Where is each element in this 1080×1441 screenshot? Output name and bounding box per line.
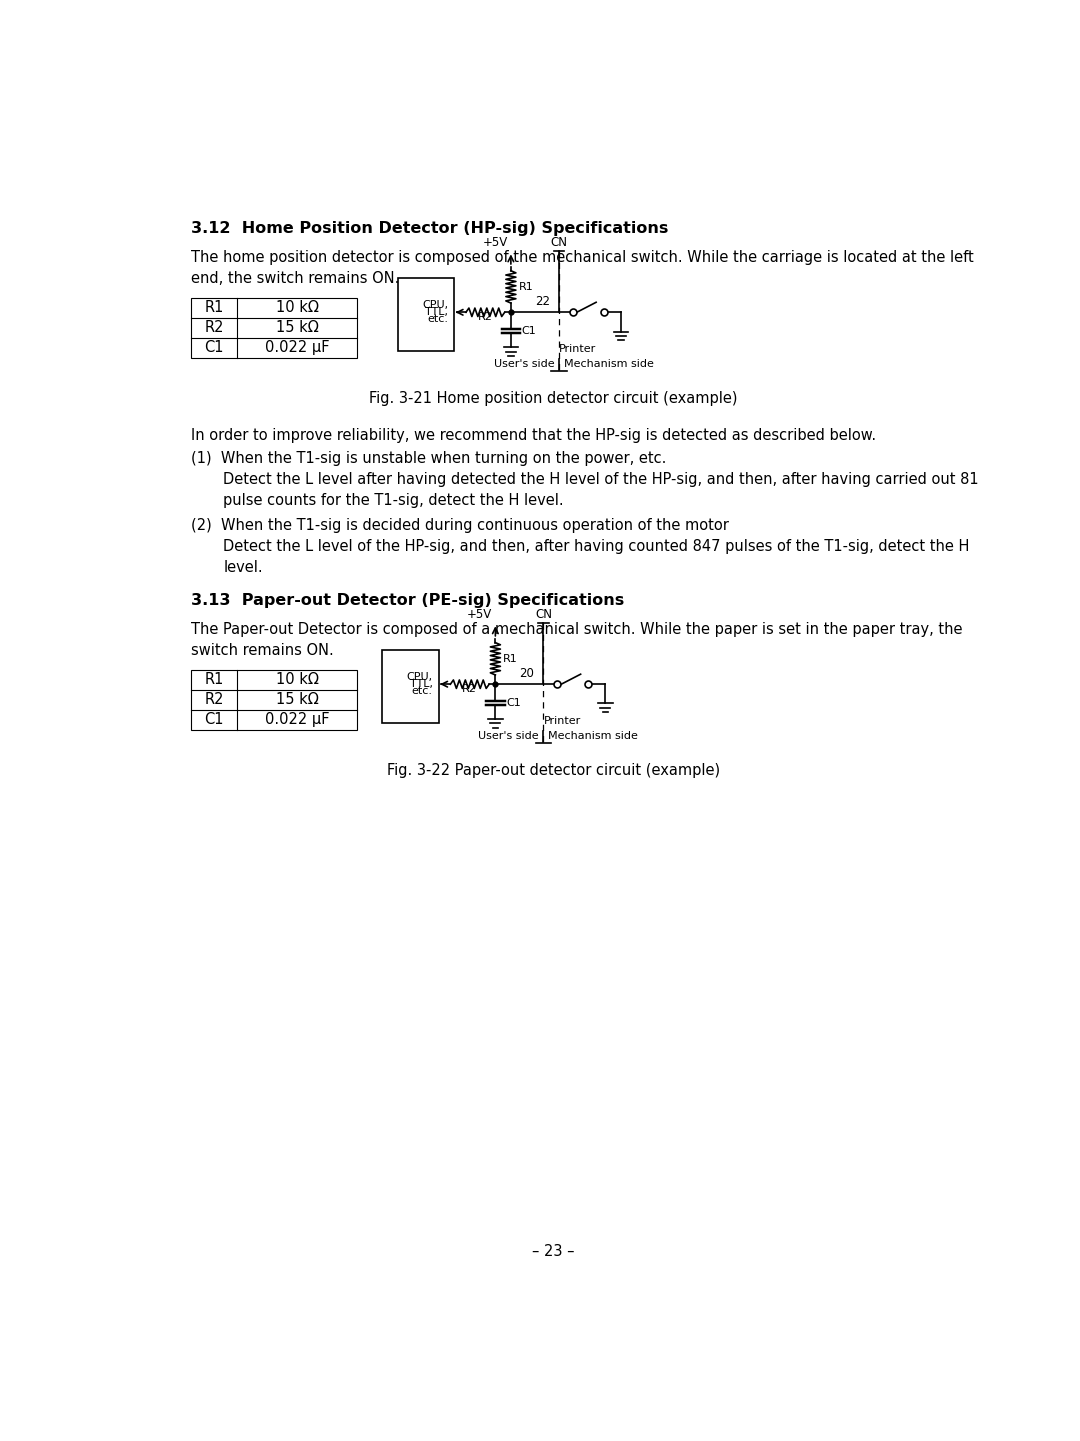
Bar [382, 650, 438, 723]
Text: The home position detector is composed of the mechanical switch. While the carri: The home position detector is composed o… [191, 249, 973, 265]
Text: 10 kΩ: 10 kΩ [275, 672, 319, 687]
Text: C1: C1 [522, 326, 537, 336]
Text: Mechanism side: Mechanism side [548, 731, 638, 741]
Text: 3.12  Home Position Detector (HP-sig) Specifications: 3.12 Home Position Detector (HP-sig) Spe… [191, 220, 669, 236]
Text: C1: C1 [507, 699, 521, 709]
Text: In order to improve reliability, we recommend that the HP-sig is detected as des: In order to improve reliability, we reco… [191, 428, 876, 442]
Text: (1)  When the T1-sig is unstable when turning on the power, etc.: (1) When the T1-sig is unstable when tur… [191, 451, 666, 465]
Text: pulse counts for the T1-sig, detect the H level.: pulse counts for the T1-sig, detect the … [224, 493, 564, 509]
Bar [397, 278, 455, 350]
Text: R1: R1 [518, 282, 534, 293]
Text: Detect the L level of the HP-sig, and then, after having counted 847 pulses of t: Detect the L level of the HP-sig, and th… [224, 539, 970, 555]
Bar [191, 670, 357, 729]
Text: etc.: etc. [427, 314, 448, 324]
Text: end, the switch remains ON.: end, the switch remains ON. [191, 271, 400, 287]
Text: TTL,: TTL, [426, 307, 448, 317]
Text: (2)  When the T1-sig is decided during continuous operation of the motor: (2) When the T1-sig is decided during co… [191, 517, 729, 533]
Text: R1: R1 [503, 654, 518, 664]
Text: – 23 –: – 23 – [532, 1245, 575, 1259]
Text: R2: R2 [204, 320, 224, 336]
Text: User's side: User's side [494, 359, 554, 369]
Text: C1: C1 [204, 712, 224, 728]
Text: 15 kΩ: 15 kΩ [276, 692, 319, 708]
Text: +5V: +5V [467, 608, 492, 621]
Text: 15 kΩ: 15 kΩ [276, 320, 319, 336]
Text: 3.13  Paper-out Detector (PE-sig) Specifications: 3.13 Paper-out Detector (PE-sig) Specifi… [191, 592, 624, 608]
Text: R1: R1 [204, 672, 224, 687]
Text: 10 kΩ: 10 kΩ [275, 300, 319, 316]
Text: R1: R1 [204, 300, 224, 316]
Text: Printer: Printer [559, 344, 596, 354]
Text: switch remains ON.: switch remains ON. [191, 643, 334, 659]
Text: TTL,: TTL, [409, 679, 433, 689]
Text: CPU,: CPU, [422, 300, 448, 310]
Text: 0.022 μF: 0.022 μF [265, 712, 329, 728]
Text: 0.022 μF: 0.022 μF [265, 340, 329, 356]
Text: The Paper-out Detector is composed of a mechanical switch. While the paper is se: The Paper-out Detector is composed of a … [191, 623, 962, 637]
Text: CN: CN [551, 236, 567, 249]
Text: Detect the L level after having detected the H level of the HP-sig, and then, af: Detect the L level after having detected… [224, 473, 978, 487]
Text: 20: 20 [519, 667, 535, 680]
Text: etc.: etc. [411, 686, 433, 696]
Text: CN: CN [535, 608, 552, 621]
Text: Printer: Printer [543, 716, 581, 726]
Text: Fig. 3-22 Paper-out detector circuit (example): Fig. 3-22 Paper-out detector circuit (ex… [387, 762, 720, 778]
Text: +5V: +5V [483, 236, 508, 249]
Text: level.: level. [224, 561, 262, 575]
Text: R2: R2 [477, 313, 492, 321]
Text: CPU,: CPU, [406, 673, 433, 682]
Bar [191, 298, 357, 357]
Text: Fig. 3-21 Home position detector circuit (example): Fig. 3-21 Home position detector circuit… [369, 391, 738, 406]
Text: User's side: User's side [478, 731, 539, 741]
Text: R2: R2 [462, 684, 477, 695]
Text: Mechanism side: Mechanism side [564, 359, 653, 369]
Text: R2: R2 [204, 692, 224, 708]
Text: 22: 22 [535, 294, 550, 308]
Text: C1: C1 [204, 340, 224, 356]
